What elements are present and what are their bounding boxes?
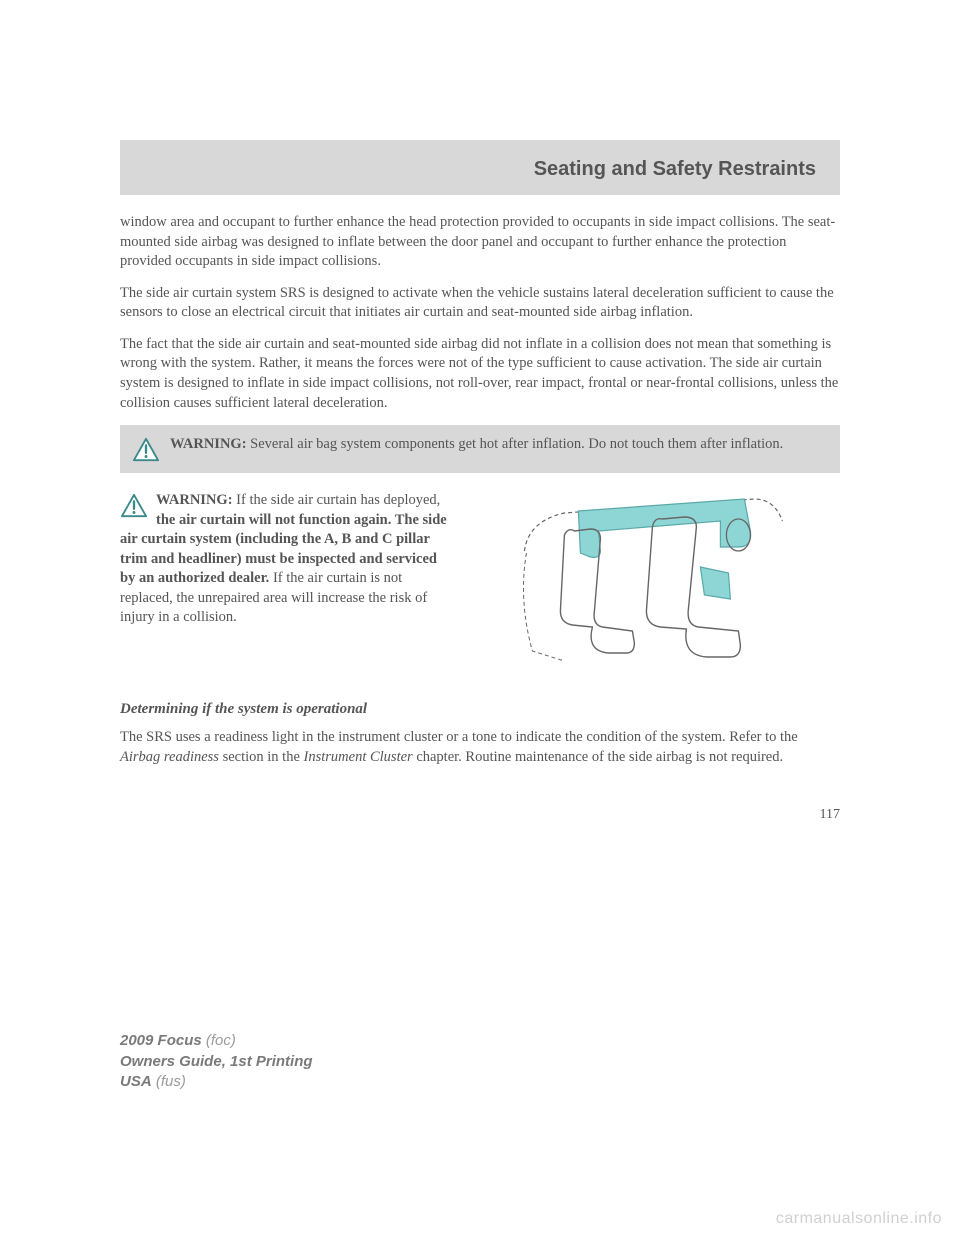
- warning-text: WARNING: Several air bag system componen…: [170, 435, 783, 455]
- section-subhead: Determining if the system is operational: [120, 701, 840, 718]
- text-run: chapter. Routine maintenance of the side…: [413, 749, 783, 765]
- text-run: The SRS uses a readiness light in the in…: [120, 729, 798, 745]
- warning-box: WARNING: Several air bag system componen…: [120, 425, 840, 473]
- footer: 2009 Focus (foc) Owners Guide, 1st Print…: [120, 1031, 313, 1092]
- warning-triangle-icon: [132, 437, 160, 463]
- seat-side-airbag: [701, 567, 731, 599]
- warning-triangle-icon: [120, 493, 148, 519]
- body-paragraph: The fact that the side air curtain and s…: [120, 335, 840, 413]
- footer-model-code: (foc): [206, 1032, 236, 1049]
- watermark: carmanualsonline.info: [776, 1210, 942, 1228]
- page-number: 117: [120, 807, 840, 823]
- footer-guide: Owners Guide, 1st Printing: [120, 1052, 313, 1072]
- warning-body: Several air bag system components get ho…: [247, 436, 784, 452]
- text-italic: Instrument Cluster: [304, 749, 413, 765]
- warning-box: WARNING: If the side air curtain has dep…: [120, 491, 451, 628]
- warning-pre: If the side air curtain has deployed,: [233, 492, 441, 508]
- body-outline-dash: [524, 553, 565, 661]
- body-paragraph: window area and occupant to further enha…: [120, 213, 840, 272]
- body-paragraph: The SRS uses a readiness light in the in…: [120, 728, 840, 767]
- text-italic: Airbag readiness: [120, 749, 219, 765]
- warning-label: WARNING:: [170, 436, 247, 452]
- warning-label: WARNING:: [156, 492, 233, 508]
- section-title: Seating and Safety Restraints: [144, 158, 816, 181]
- footer-region-code: (fus): [156, 1073, 186, 1090]
- body-paragraph: The side air curtain system SRS is desig…: [120, 284, 840, 323]
- curtain-airbag: [579, 499, 751, 557]
- section-header: Seating and Safety Restraints: [120, 140, 840, 195]
- footer-model: 2009 Focus: [120, 1032, 202, 1049]
- text-run: section in the: [219, 749, 304, 765]
- airbag-diagram: [469, 491, 840, 671]
- footer-region: USA: [120, 1073, 152, 1090]
